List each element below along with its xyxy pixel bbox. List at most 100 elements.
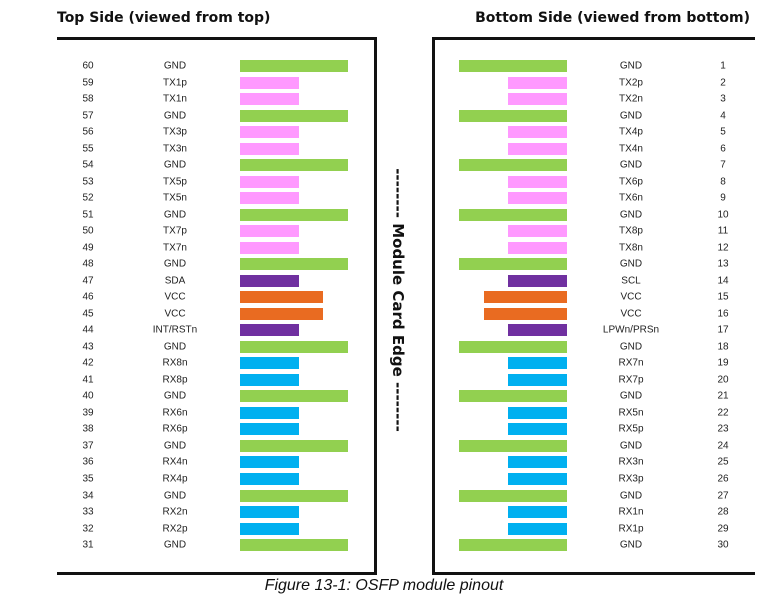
pin-bar-tx xyxy=(240,142,299,155)
pin-bar-gnd xyxy=(459,489,567,502)
pin-name: GND xyxy=(163,440,187,452)
pin-number: 33 xyxy=(82,506,94,518)
pin-bar-gnd xyxy=(459,109,567,122)
pin-bar-rx xyxy=(240,423,299,436)
pin-number: 45 xyxy=(82,308,94,320)
pin-bar-vcc xyxy=(484,307,567,320)
pin-number: 19 xyxy=(717,357,729,369)
pin-number: 12 xyxy=(717,242,729,254)
pin-number: 34 xyxy=(82,490,94,502)
pin-name: TX2p xyxy=(619,77,643,89)
pin-name: TX7p xyxy=(163,225,187,237)
pin-bar-gnd xyxy=(240,159,348,172)
pin-number: 21 xyxy=(717,390,729,402)
pin-bar-tx xyxy=(508,93,567,106)
pin-number: 15 xyxy=(717,291,729,303)
pin-number: 1 xyxy=(720,60,726,72)
pin-number: 10 xyxy=(717,209,729,221)
pin-number: 28 xyxy=(717,506,729,518)
pin-bar-tx xyxy=(508,175,567,188)
pin-bar-gnd xyxy=(240,439,348,452)
pin-bar-gnd xyxy=(459,208,567,221)
pin-bar-gnd xyxy=(459,390,567,403)
pin-bar-tx xyxy=(240,225,299,238)
pin-number: 57 xyxy=(82,110,94,122)
pin-bar-rx xyxy=(508,423,567,436)
pin-name: RX8n xyxy=(162,357,188,369)
pin-bar-rx xyxy=(240,473,299,485)
figure-caption: Figure 13-1: OSFP module pinout xyxy=(264,577,504,594)
pin-name: RX2p xyxy=(162,523,188,535)
pin-name: VCC xyxy=(620,308,642,320)
pin-number: 56 xyxy=(82,126,94,138)
pin-number: 17 xyxy=(717,324,729,336)
pin-name: GND xyxy=(619,209,643,221)
pin-name: TX7n xyxy=(163,242,187,254)
pin-number: 39 xyxy=(82,407,94,419)
pin-bar-ctrl xyxy=(240,274,299,287)
pin-number: 2 xyxy=(720,77,726,89)
pin-bar-gnd xyxy=(459,159,567,172)
pin-name: RX5n xyxy=(618,407,644,419)
pin-bar-rx xyxy=(508,506,567,519)
pin-number: 4 xyxy=(720,110,726,122)
pin-number: 30 xyxy=(717,539,729,551)
pin-name: RX7n xyxy=(618,357,644,369)
pin-number: 16 xyxy=(717,308,729,320)
pin-name: GND xyxy=(619,110,643,122)
pin-bar-gnd xyxy=(459,258,567,271)
pin-number: 49 xyxy=(82,242,94,254)
pin-name: RX2n xyxy=(162,506,188,518)
pin-number: 50 xyxy=(82,225,94,237)
pin-bar-rx xyxy=(508,456,567,469)
pin-number: 36 xyxy=(82,456,94,468)
pin-number: 7 xyxy=(720,159,726,171)
pin-name: GND xyxy=(163,159,187,171)
pin-number: 55 xyxy=(82,143,94,155)
pin-number: 54 xyxy=(82,159,94,171)
pin-bar-gnd xyxy=(240,109,348,122)
pin-bar-tx xyxy=(508,241,567,254)
pin-name: TX8n xyxy=(619,242,643,254)
pin-number: 25 xyxy=(717,456,729,468)
pin-name: TX4n xyxy=(619,143,643,155)
pin-number: 8 xyxy=(720,176,726,188)
pin-bar-gnd xyxy=(240,340,348,353)
pin-bar-rx xyxy=(240,506,299,519)
pin-name: TX1p xyxy=(163,77,187,89)
pin-name: LPWn/PRSn xyxy=(602,324,660,336)
pin-bar-rx xyxy=(240,406,299,419)
pin-number: 27 xyxy=(717,490,729,502)
pin-name: TX5p xyxy=(163,176,187,188)
pin-name: RX6p xyxy=(162,423,188,435)
pin-name: TX1n xyxy=(163,93,187,105)
pin-number: 35 xyxy=(82,473,94,485)
pin-number: 41 xyxy=(82,374,94,386)
pin-name: GND xyxy=(163,209,187,221)
pin-bar-rx xyxy=(240,522,299,535)
pin-bar-gnd xyxy=(240,539,348,552)
pin-name: RX1n xyxy=(618,506,644,518)
pin-name: RX7p xyxy=(618,374,644,386)
pin-bar-vcc xyxy=(240,307,323,320)
pin-number: 23 xyxy=(717,423,729,435)
top-side-panel xyxy=(57,37,377,575)
pin-bar-tx xyxy=(240,93,299,106)
pin-number: 43 xyxy=(82,341,94,353)
pin-bar-gnd xyxy=(459,539,567,552)
pin-number: 42 xyxy=(82,357,94,369)
pin-name: RX3p xyxy=(618,473,644,485)
pin-bar-ctrl xyxy=(508,324,567,337)
pin-name: GND xyxy=(163,110,187,122)
pin-name: GND xyxy=(163,258,187,270)
pin-bar-tx xyxy=(508,76,567,89)
pin-name: GND xyxy=(163,60,187,72)
pin-name: TX2n xyxy=(619,93,643,105)
pin-name: GND xyxy=(619,341,643,353)
pin-name: TX6n xyxy=(619,192,643,204)
pin-number: 59 xyxy=(82,77,94,89)
pin-number: 58 xyxy=(82,93,94,105)
pin-number: 60 xyxy=(82,60,94,72)
pin-name: VCC xyxy=(620,291,642,303)
pin-name: TX6p xyxy=(619,176,643,188)
